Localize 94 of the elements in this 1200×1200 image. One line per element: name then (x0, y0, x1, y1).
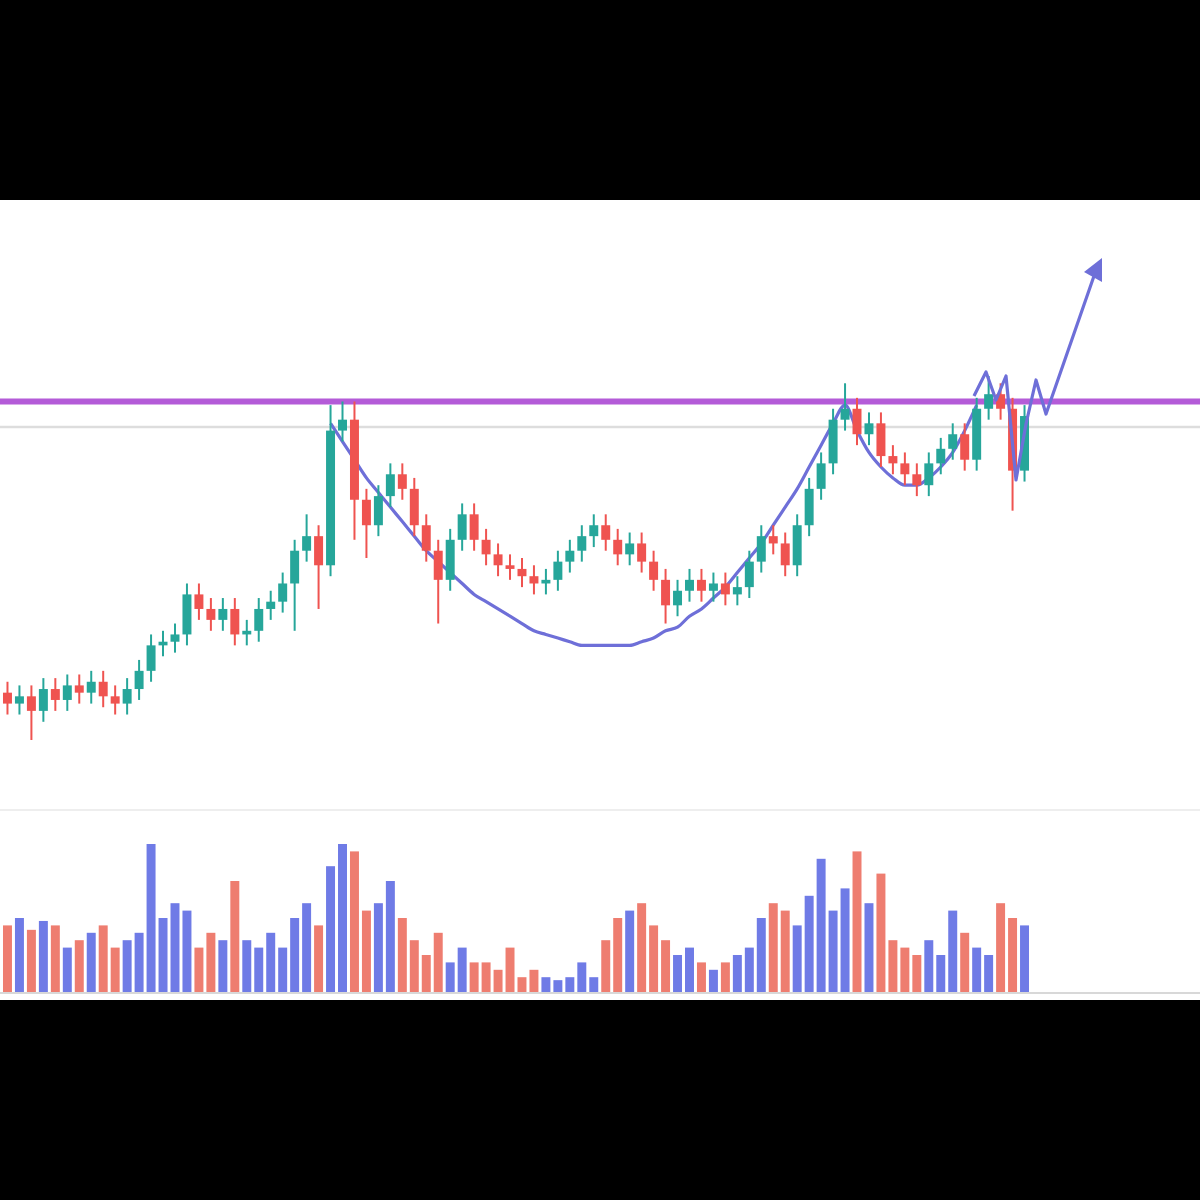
candlestick (110, 684, 120, 716)
bar (218, 940, 228, 992)
candlestick (86, 669, 96, 705)
candlestick (553, 549, 563, 592)
bar (74, 940, 84, 992)
candlestick (170, 622, 180, 654)
candlestick (26, 684, 36, 741)
candlestick (792, 513, 802, 578)
candlestick (469, 502, 479, 552)
candlestick (696, 567, 706, 603)
candlestick (601, 513, 611, 552)
bar (14, 918, 24, 992)
candlestick (50, 677, 60, 712)
candlestick (673, 578, 683, 618)
candlestick (98, 669, 108, 709)
candlestick (38, 677, 48, 723)
candlestick (433, 538, 443, 625)
bar (62, 947, 72, 992)
candlestick (876, 411, 886, 468)
candlestick (254, 597, 264, 643)
candlestick (517, 557, 527, 589)
candlestick (732, 575, 742, 607)
candlestick (924, 451, 934, 498)
candlestick (649, 549, 659, 592)
candlestick (194, 582, 204, 621)
candlestick (2, 680, 12, 716)
bar (1020, 925, 1030, 992)
candlestick (565, 538, 575, 574)
candlestick (338, 400, 347, 443)
candlestick (529, 564, 539, 596)
candlestick (768, 524, 778, 556)
candlestick (302, 513, 312, 563)
candlestick (409, 476, 419, 538)
candlestick (936, 436, 946, 476)
candlestick (948, 422, 958, 461)
candlestick (613, 527, 623, 567)
candlestick (912, 462, 922, 498)
candlestick (960, 422, 970, 472)
candlestick (708, 571, 718, 603)
candlestick (589, 513, 599, 549)
candlestick (314, 524, 324, 610)
candlestick (984, 375, 994, 421)
bar (86, 932, 96, 992)
candlestick (74, 673, 84, 705)
candlestick (266, 589, 276, 621)
candlestick (14, 684, 24, 716)
bar (864, 903, 874, 992)
bar (314, 925, 324, 992)
bar (50, 925, 60, 992)
candlestick (577, 524, 587, 563)
candlestick (816, 451, 826, 501)
bar (38, 920, 48, 992)
candlestick (62, 673, 72, 712)
candlestick (230, 597, 240, 647)
candlestick (481, 527, 491, 567)
candlestick (457, 502, 467, 552)
candlestick (888, 444, 898, 476)
candlestick (828, 407, 838, 476)
candlestick (206, 597, 216, 632)
bar (26, 929, 36, 992)
candlestick (744, 549, 754, 600)
candlestick (122, 677, 132, 716)
candlestick (756, 524, 766, 574)
bar (230, 881, 240, 992)
candlestick (685, 567, 694, 603)
candlestick (361, 487, 371, 559)
candlestick (182, 582, 192, 647)
candlestick (637, 531, 647, 574)
candlestick (661, 567, 671, 625)
candlestick (134, 658, 144, 701)
candlestick (385, 462, 395, 509)
candlestick (505, 553, 515, 581)
candlestick (625, 531, 635, 567)
bar (960, 932, 970, 992)
candlestick (493, 542, 503, 578)
candlestick (397, 462, 407, 501)
candlestick (146, 633, 156, 683)
bar (625, 910, 635, 992)
candlestick (373, 484, 383, 538)
candlestick (421, 513, 431, 563)
candlestick (864, 411, 874, 447)
candlestick (900, 451, 910, 487)
bar (708, 969, 718, 992)
candlestick (720, 571, 730, 607)
candlestick (804, 476, 814, 538)
bar (720, 962, 730, 992)
candlestick (780, 531, 790, 578)
candlestick (840, 382, 850, 432)
bar (2, 925, 12, 992)
bar (696, 962, 706, 992)
candlestick (218, 597, 228, 632)
candlestick (290, 538, 300, 632)
candlestick (445, 527, 455, 592)
candlestick (278, 571, 288, 614)
